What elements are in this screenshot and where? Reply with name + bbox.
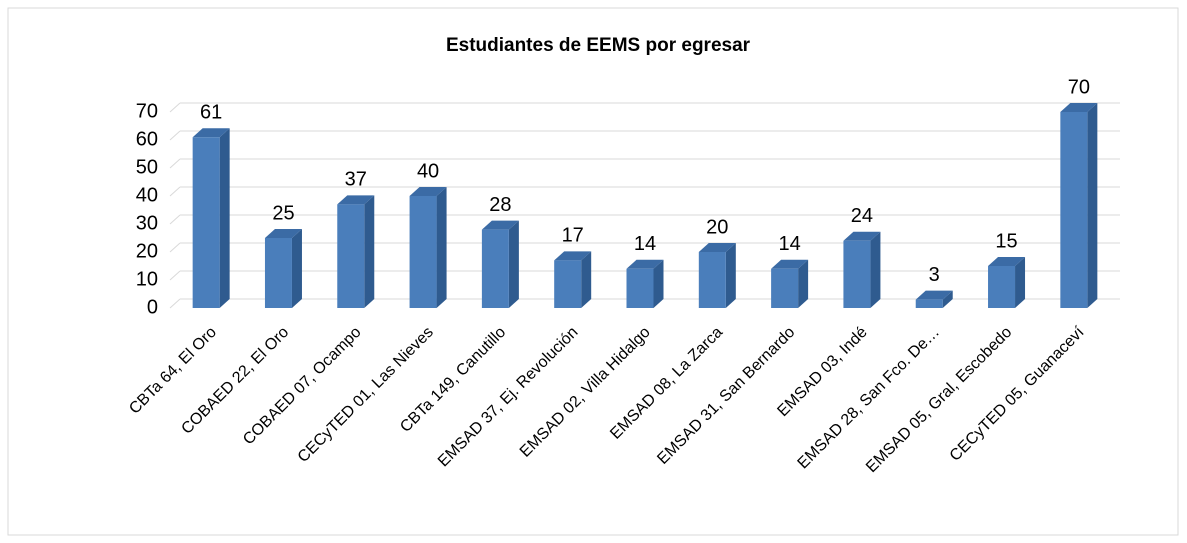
bar-front [337, 204, 365, 308]
bar-top [1060, 103, 1098, 112]
bar-side [870, 231, 881, 308]
value-label: 20 [706, 216, 728, 238]
bar [1060, 103, 1098, 308]
bar-side [581, 251, 592, 308]
y-tick-label: 40 [136, 184, 158, 206]
chart-title: Estudiantes de EEMS por egresar [446, 35, 751, 56]
bar-top [843, 231, 881, 241]
bar-side [508, 220, 519, 308]
bar [771, 259, 809, 308]
value-label: 24 [851, 205, 873, 227]
grid-line-depth [169, 214, 181, 225]
value-label: 14 [778, 233, 800, 255]
bar-front [192, 137, 220, 308]
value-label: 14 [634, 233, 656, 255]
y-tick-label: 30 [136, 212, 158, 234]
bar-front [554, 260, 582, 308]
value-label: 61 [200, 101, 222, 123]
bar-front [988, 266, 1016, 308]
grid-line-depth [169, 186, 181, 197]
grid-line-depth [169, 242, 181, 253]
value-label: 40 [417, 160, 439, 182]
y-tick-label: 60 [136, 128, 158, 150]
bar-top [915, 290, 953, 300]
value-label: 70 [1068, 76, 1090, 98]
bar-top [481, 220, 519, 230]
bar-top [337, 195, 375, 205]
value-label: 28 [489, 194, 511, 216]
bar [264, 229, 302, 308]
bar [554, 251, 592, 308]
bar-top [192, 128, 230, 138]
bar-top [554, 251, 592, 261]
bar-side [291, 229, 302, 308]
bar-side [942, 290, 953, 308]
bar-front [698, 252, 726, 308]
grid-line-depth [169, 102, 181, 113]
y-tick-label: 50 [136, 156, 158, 178]
bar-front [626, 268, 654, 308]
bar [843, 231, 881, 308]
bar-top [698, 243, 736, 252]
bar-top [988, 257, 1026, 266]
bar [481, 220, 519, 308]
value-label: 37 [345, 169, 367, 191]
bar-front [481, 229, 509, 308]
y-tick-label: 10 [136, 268, 158, 290]
bar-front [771, 268, 799, 308]
bar-top [626, 259, 664, 269]
bar-top [264, 229, 302, 238]
bar-side [219, 128, 230, 308]
bar-side [725, 243, 736, 308]
bar-front [264, 238, 292, 308]
y-tick-label: 20 [136, 240, 158, 262]
grid-line-depth [169, 298, 181, 309]
bar [626, 259, 664, 308]
grid-line-depth [169, 130, 181, 141]
bar [988, 257, 1026, 308]
value-label: 3 [929, 264, 940, 286]
bar-side [364, 195, 375, 308]
grid-line-depth [169, 158, 181, 169]
bar [337, 195, 375, 308]
value-label: 17 [562, 225, 584, 247]
bar-side [1087, 103, 1098, 308]
bar [698, 243, 736, 308]
bar-front [409, 196, 437, 308]
bar-top [409, 187, 447, 196]
bar [192, 128, 230, 308]
bar-front [843, 240, 871, 308]
bar [915, 290, 953, 308]
y-tick-label: 70 [136, 100, 158, 122]
bar-front [915, 299, 943, 308]
y-tick-label: 0 [147, 296, 158, 318]
bar-top [771, 259, 809, 269]
bar-side [1015, 257, 1026, 308]
value-label: 15 [995, 230, 1017, 252]
bar [409, 187, 447, 308]
bar-side [653, 259, 664, 308]
grid-line-depth [169, 270, 181, 281]
bar-side [436, 187, 447, 308]
value-label: 25 [272, 202, 294, 224]
bar-side [798, 259, 809, 308]
bar-front [1060, 112, 1088, 308]
